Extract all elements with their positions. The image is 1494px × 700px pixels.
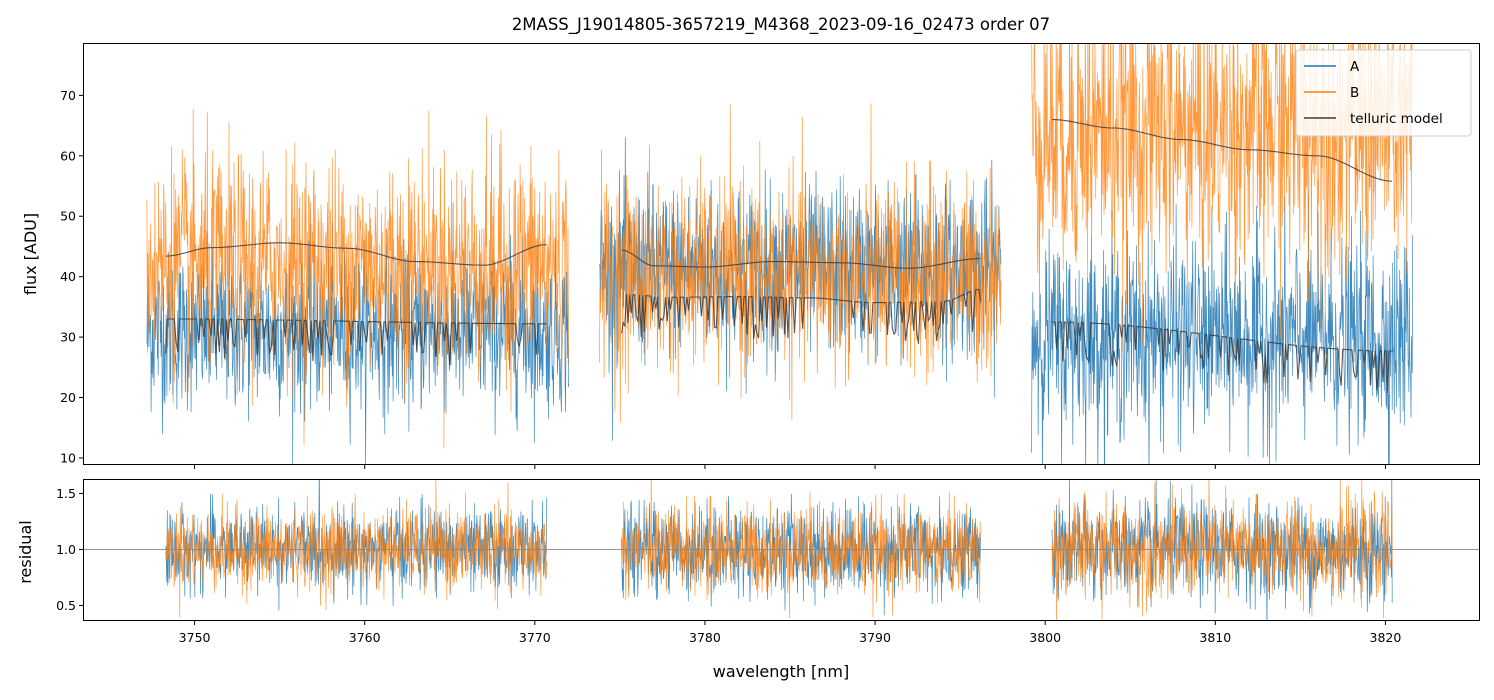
series-b-segment-2 [599, 103, 1002, 423]
x-tick-label: 3780 [689, 630, 721, 645]
telluric-model-b-segment-2 [621, 249, 981, 269]
legend: A B telluric model [1295, 49, 1472, 137]
flux-y-tick-label: 20 [60, 390, 76, 405]
residual-panel: 0.5 1.0 1.5 3750 3760 3770 3780 3790 3800 3810 38… [16, 479, 1480, 645]
legend-label-a: A [1350, 59, 1360, 75]
x-tick-label: 3760 [349, 630, 381, 645]
residual-y-tick-label: 0.5 [56, 598, 76, 613]
flux-y-tick-label: 40 [60, 269, 76, 284]
residual-b-segment-2 [621, 480, 981, 619]
residual-panel-frame [83, 479, 1480, 621]
residual-y-axis-label: residual [16, 520, 35, 583]
telluric-model-b-segment-1 [165, 242, 547, 266]
flux-plot-area [146, 44, 1414, 464]
x-tick-label: 3770 [519, 630, 551, 645]
series-b-segment-1 [146, 109, 570, 449]
flux-panel-frame [83, 43, 1480, 465]
legend-label-b: B [1350, 85, 1359, 101]
flux-y-tick-label: 10 [60, 450, 76, 465]
flux-y-tick-label: 50 [60, 209, 76, 224]
flux-y-tick-label: 70 [60, 88, 76, 103]
legend-frame [1295, 49, 1472, 137]
residual-y-tick-label: 1.5 [56, 486, 76, 501]
x-tick-label: 3820 [1370, 630, 1402, 645]
x-tick-label: 3750 [179, 630, 211, 645]
chart-title: 2MASS_J19014805-3657219_M4368_2023-09-16… [512, 15, 1050, 35]
flux-y-tick-label: 30 [60, 330, 76, 345]
flux-y-axis-label: flux [ADU] [21, 213, 40, 295]
residual-plot-area [84, 480, 1479, 620]
residual-b-segment-3 [1051, 480, 1393, 620]
telluric-model-a-segment-1 [165, 318, 547, 365]
flux-panel: 10 20 30 40 50 60 70 flux [ADU] A B telluric m… [21, 43, 1480, 469]
flux-y-tick-label: 60 [60, 148, 76, 163]
series-b-segment-3 [1031, 44, 1414, 359]
series-a-segment-3 [1031, 193, 1414, 464]
residual-b-segment-1 [165, 480, 548, 618]
residual-y-tick-label: 1.0 [56, 542, 76, 557]
x-tick-label: 3790 [859, 630, 891, 645]
x-tick-label: 3800 [1029, 630, 1061, 645]
x-tick-label: 3810 [1199, 630, 1231, 645]
telluric-model-a-segment-2 [621, 288, 982, 344]
legend-label-telluric: telluric model [1350, 111, 1443, 127]
telluric-model-b-segment-3 [1051, 118, 1393, 182]
x-axis-label: wavelength [nm] [713, 662, 850, 681]
telluric-model-a-segment-3 [1052, 321, 1393, 394]
